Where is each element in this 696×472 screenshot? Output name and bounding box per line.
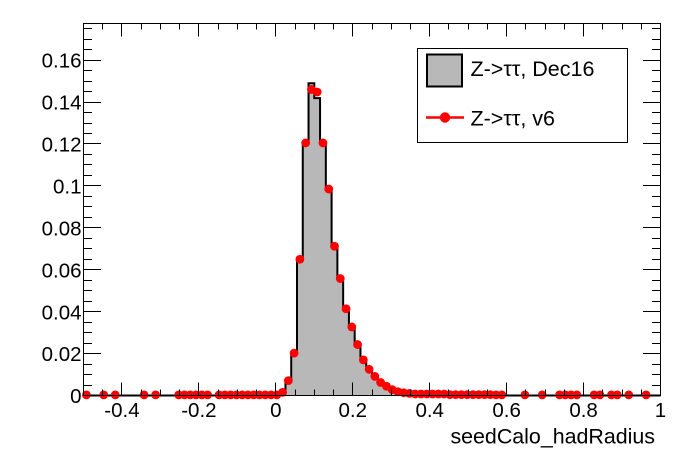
svg-text:0.8: 0.8 bbox=[569, 399, 598, 422]
svg-text:-0.2: -0.2 bbox=[181, 399, 216, 422]
svg-text:0.08: 0.08 bbox=[42, 217, 82, 240]
svg-text:0.14: 0.14 bbox=[42, 92, 82, 115]
svg-text:0.6: 0.6 bbox=[492, 399, 521, 422]
svg-text:0.06: 0.06 bbox=[42, 259, 82, 282]
svg-text:0: 0 bbox=[270, 399, 281, 422]
svg-text:0.16: 0.16 bbox=[42, 50, 82, 73]
svg-text:0.04: 0.04 bbox=[42, 301, 82, 324]
svg-text:seedCalo_hadRadius: seedCalo_hadRadius bbox=[450, 425, 655, 449]
svg-text:-0.4: -0.4 bbox=[104, 399, 139, 422]
svg-text:0.12: 0.12 bbox=[42, 134, 82, 157]
svg-text:0.4: 0.4 bbox=[415, 399, 444, 422]
svg-text:0.2: 0.2 bbox=[339, 399, 368, 422]
svg-text:0.1: 0.1 bbox=[53, 176, 82, 199]
svg-text:0.02: 0.02 bbox=[42, 343, 82, 366]
svg-text:Z->ττ, Dec16: Z->ττ, Dec16 bbox=[471, 57, 595, 81]
svg-text:1: 1 bbox=[655, 399, 666, 422]
svg-text:Z->ττ, v6: Z->ττ, v6 bbox=[471, 107, 556, 131]
svg-text:0: 0 bbox=[70, 385, 81, 408]
